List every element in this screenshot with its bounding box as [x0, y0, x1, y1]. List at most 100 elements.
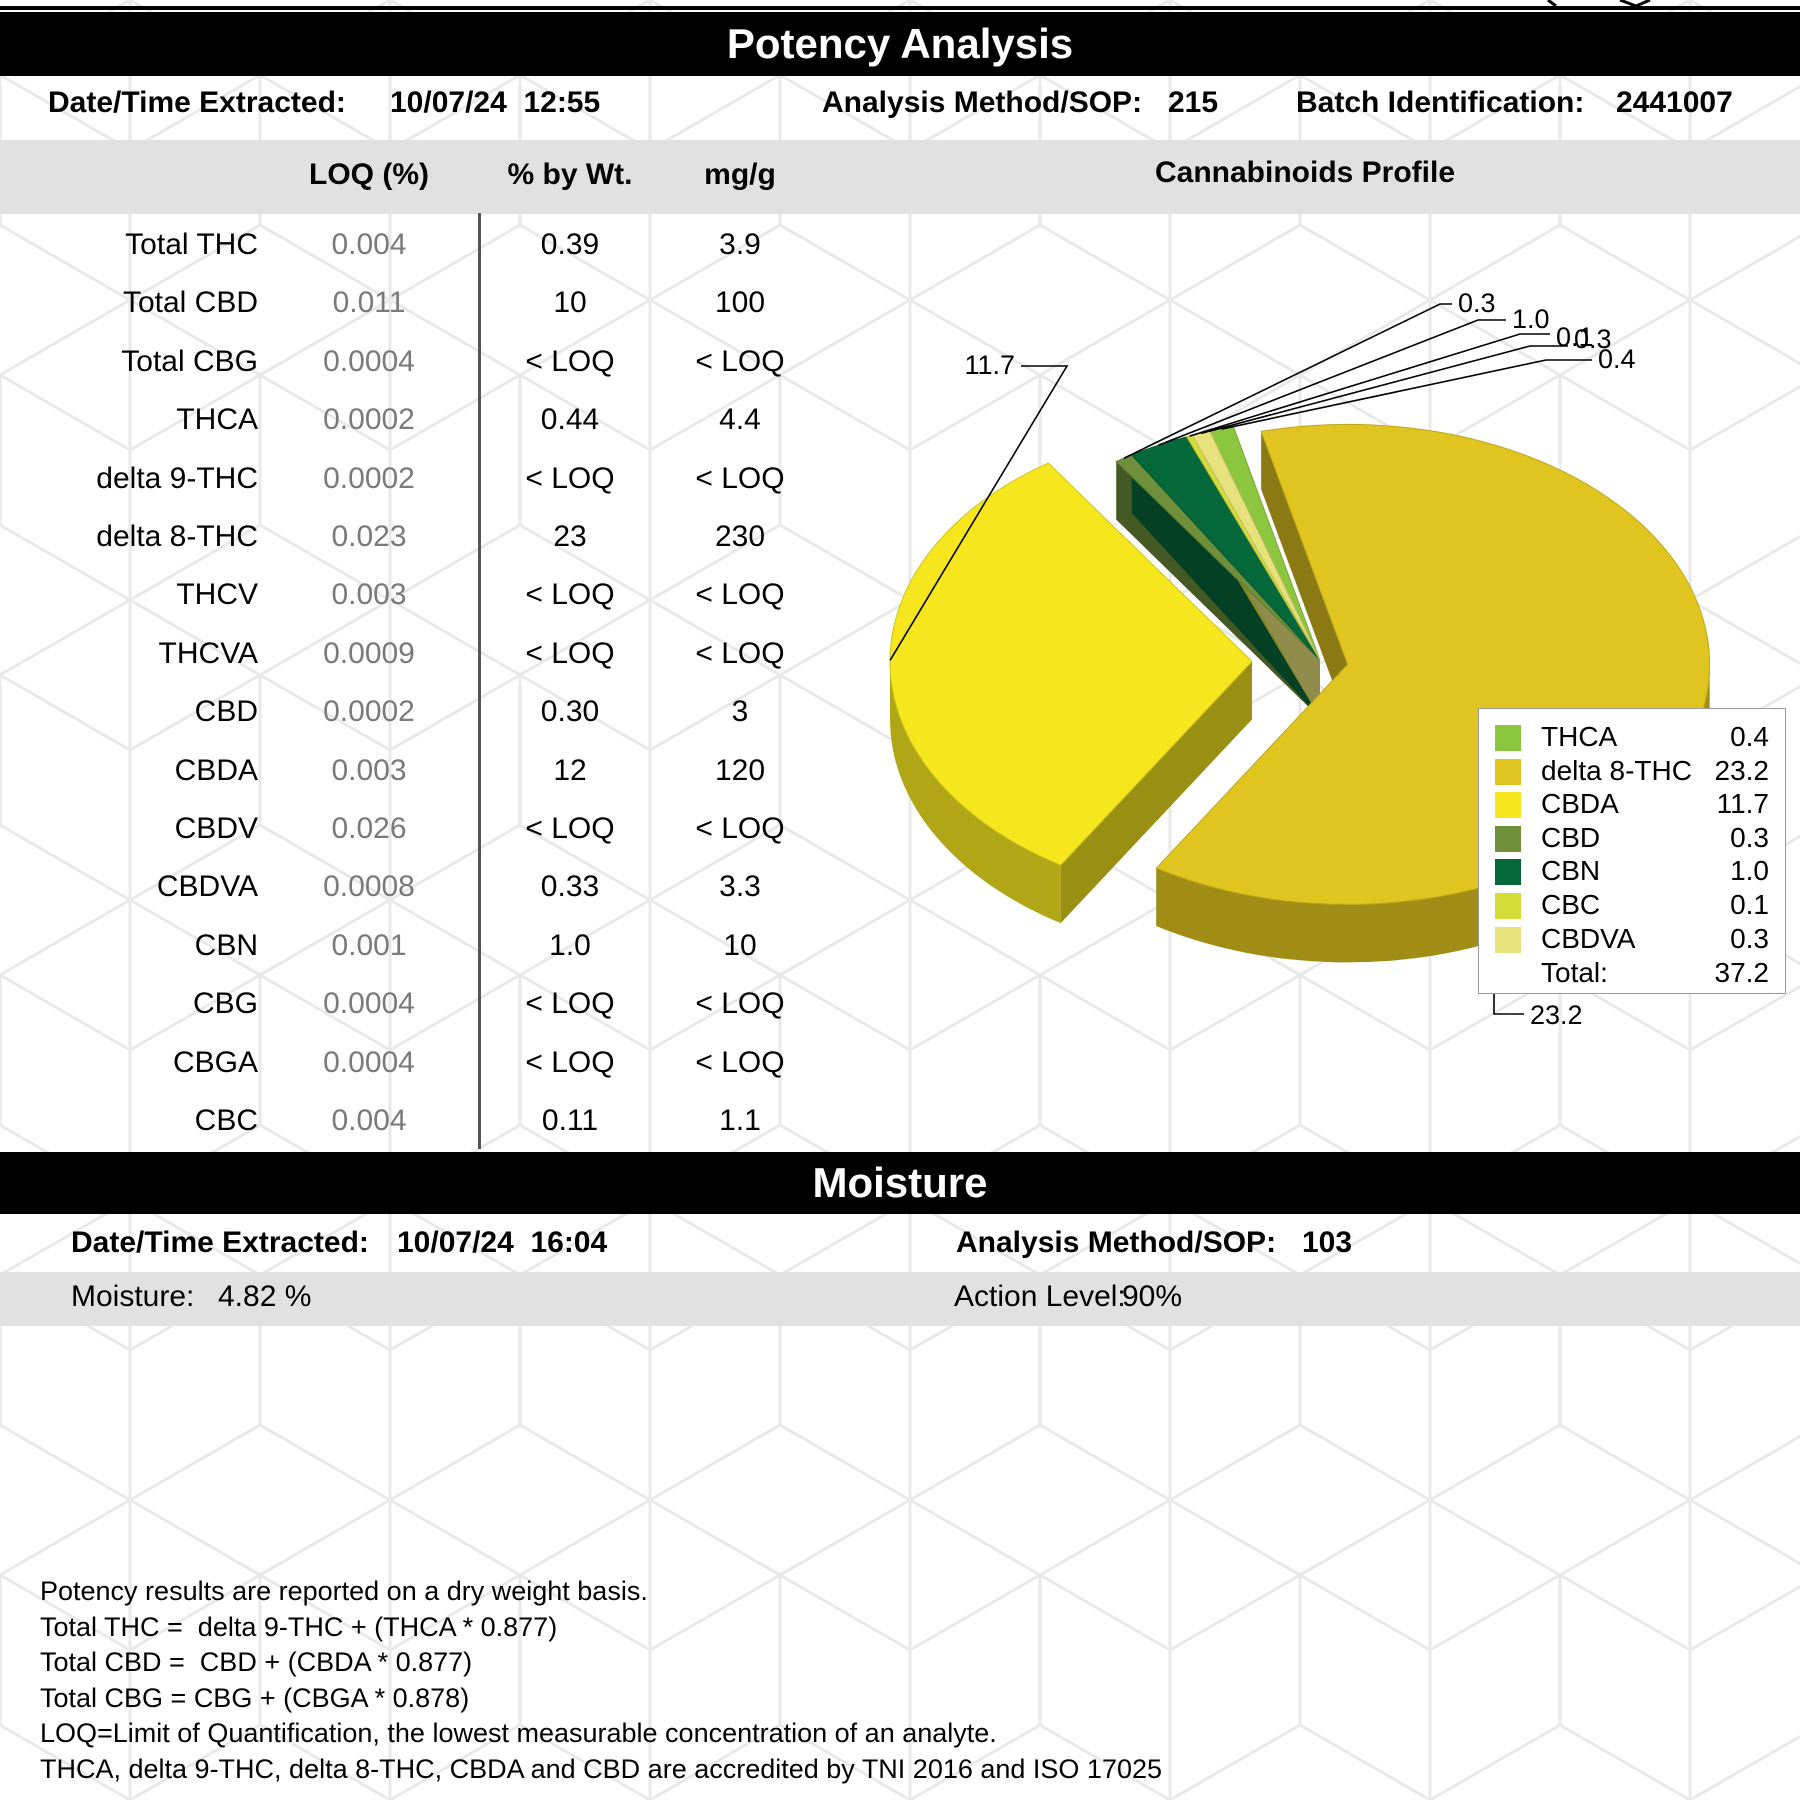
- legend-total-label: Total:: [1541, 957, 1608, 988]
- legend-item: CBC 0.1: [1479, 887, 1785, 921]
- mg-per-g-value: < LOQ: [695, 987, 785, 1021]
- pie-data-label: 1.0: [1512, 304, 1550, 334]
- mg-per-g-value: 4.4: [719, 403, 761, 437]
- analyte-name: CBDVA: [156, 870, 258, 904]
- table-row: delta 9-THC 0.0002 < LOQ < LOQ: [0, 450, 820, 508]
- pie-leader-line: [1493, 992, 1524, 1015]
- legend-value: 0.4: [1730, 721, 1769, 752]
- pct-by-wt-value: < LOQ: [525, 987, 615, 1021]
- potency-method-value: 215: [1168, 86, 1219, 119]
- table-row: Total CBG 0.0004 < LOQ < LOQ: [0, 333, 820, 391]
- analyte-name: CBDV: [174, 812, 258, 845]
- potency-extracted-value: 10/07/24 12:55: [390, 86, 601, 119]
- loq-value: 0.0002: [323, 403, 415, 437]
- legend-label: CBDVA: [1541, 922, 1636, 954]
- pie-leader-line: [1189, 333, 1550, 437]
- legend-value: 11.7: [1716, 788, 1769, 820]
- pct-by-wt-value: < LOQ: [525, 636, 615, 670]
- pie-leader-line: [1158, 319, 1506, 446]
- table-header-bar: [0, 140, 1800, 214]
- analyte-name: Total CBG: [121, 344, 258, 378]
- moisture-section-title: Moisture: [0, 1152, 1800, 1214]
- table-column-divider: [478, 213, 481, 1149]
- table-row: THCA 0.0002 0.44 4.4: [0, 391, 820, 449]
- legend-swatch: [1495, 792, 1521, 819]
- legend-value: 1.0: [1730, 855, 1769, 887]
- pct-by-wt-value: 0.33: [540, 870, 600, 904]
- loq-value: 0.0009: [323, 636, 415, 670]
- pie-slice-cbda: [889, 462, 1253, 866]
- pct-by-wt-value: 23: [553, 520, 587, 553]
- moisture-result-bar: [0, 1272, 1800, 1326]
- pie-slice-rim: [890, 661, 1061, 924]
- legend-swatch: [1495, 926, 1521, 953]
- legend-label: CBN: [1541, 855, 1601, 887]
- legend-value: 0.3: [1730, 821, 1769, 853]
- pie-data-label: 0.4: [1598, 344, 1636, 374]
- loq-value: 0.0004: [323, 987, 415, 1021]
- pct-by-wt-value: < LOQ: [525, 461, 615, 495]
- pie-tops: [889, 423, 1711, 905]
- analyte-name: Total THC: [125, 228, 258, 261]
- table-row: CBD 0.0002 0.30 3: [0, 683, 820, 741]
- table-row: delta 8-THC 0.023 23 230: [0, 508, 820, 566]
- legend-label: CBC: [1541, 889, 1601, 920]
- footnote-line: Total CBG = CBG + (CBGA * 0.878): [40, 1682, 470, 1713]
- pct-by-wt-value: 1.0: [549, 928, 591, 962]
- footnote-line: Total CBD = CBD + (CBDA * 0.877): [40, 1647, 473, 1677]
- legend-value: 0.1: [1730, 889, 1769, 920]
- analyte-name: delta 9-THC: [96, 461, 258, 495]
- legend-label: CBDA: [1541, 788, 1619, 820]
- table-row: CBDVA 0.0008 0.33 3.3: [0, 858, 820, 916]
- column-header-pct-by-wt: % by Wt.: [507, 158, 633, 191]
- report-footnotes: Potency results are reported on a dry we…: [40, 1574, 1780, 1787]
- loq-value: 0.001: [331, 928, 407, 962]
- loq-value: 0.0004: [323, 1045, 415, 1079]
- action-level-label: Action Level:: [954, 1280, 1126, 1313]
- legend-swatch: [1495, 725, 1521, 751]
- loq-value: 0.0002: [323, 461, 415, 495]
- table-row: Total THC 0.004 0.39 3.9: [0, 216, 820, 274]
- pct-by-wt-value: 0.11: [541, 1104, 599, 1137]
- mg-per-g-value: 10: [723, 928, 757, 962]
- legend-label: CBD: [1541, 821, 1601, 853]
- analyte-name: CBD: [194, 695, 258, 729]
- pie-leader-line: [1200, 345, 1568, 435]
- analyte-name: THCVA: [158, 636, 258, 670]
- table-row: THCVA 0.0009 < LOQ < LOQ: [0, 625, 820, 683]
- legend-item: CBN 1.0: [1479, 853, 1785, 887]
- mg-per-g-value: < LOQ: [695, 1045, 785, 1079]
- moisture-extracted-value: 10/07/24 16:04: [397, 1226, 608, 1259]
- legend-item: CBDA 11.7: [1479, 786, 1785, 820]
- loq-value: 0.026: [331, 812, 407, 845]
- mg-per-g-value: 3.9: [719, 228, 761, 261]
- pie-data-label: 0.3: [1458, 288, 1496, 318]
- analyte-name: CBGA: [172, 1045, 258, 1079]
- mg-per-g-value: 3.3: [719, 870, 761, 904]
- loq-value: 0.003: [331, 578, 407, 612]
- loq-value: 0.0008: [323, 870, 415, 904]
- table-row: CBG 0.0004 < LOQ < LOQ: [0, 975, 820, 1033]
- footnote-line: Potency results are reported on a dry we…: [40, 1576, 648, 1606]
- pie-data-labels: 0.423.211.70.31.00.10.3: [889, 288, 1636, 1030]
- analyte-name: THCV: [176, 578, 258, 612]
- chart-title: Cannabinoids Profile: [1154, 156, 1456, 189]
- analyte-name: THCA: [176, 403, 258, 437]
- loq-value: 0.0004: [323, 344, 415, 378]
- loq-value: 0.004: [331, 228, 407, 261]
- potency-extracted-label: Date/Time Extracted:: [48, 86, 346, 119]
- legend-item: CBD 0.3: [1479, 820, 1785, 854]
- mg-per-g-value: < LOQ: [695, 461, 785, 495]
- mg-per-g-value: 120: [714, 753, 766, 787]
- mg-per-g-value: < LOQ: [695, 636, 785, 670]
- pct-by-wt-value: 0.44: [540, 403, 600, 437]
- legend-label: delta 8-THC: [1541, 754, 1692, 786]
- pie-slice-edge: [1060, 661, 1253, 924]
- chart-legend: THCA 0.4 delta 8-THC 23.2 CBDA 11.7 CBD 0.3 CBN 1…: [1478, 708, 1786, 994]
- pct-by-wt-value: < LOQ: [525, 812, 615, 845]
- pie-data-label: 0.1: [1556, 322, 1594, 352]
- footnote-line: LOQ=Limit of Quantification, the lowest …: [40, 1718, 997, 1748]
- moisture-label: Moisture:: [71, 1280, 195, 1313]
- loq-value: 0.004: [331, 1104, 407, 1137]
